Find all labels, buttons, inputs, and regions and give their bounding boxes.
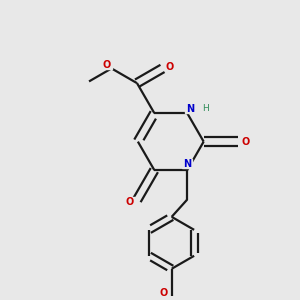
Bar: [159, 289, 169, 298]
Text: O: O: [125, 197, 134, 207]
Bar: [101, 61, 112, 70]
Text: O: O: [102, 60, 110, 70]
Bar: [182, 159, 192, 168]
Text: O: O: [242, 136, 250, 147]
Bar: [165, 62, 175, 71]
Text: O: O: [160, 288, 168, 298]
Text: N: N: [186, 104, 194, 114]
Text: N: N: [183, 159, 191, 169]
Text: H: H: [202, 104, 208, 113]
Bar: [124, 197, 135, 206]
Bar: [241, 137, 251, 146]
Text: O: O: [166, 62, 174, 72]
Bar: [185, 104, 210, 113]
